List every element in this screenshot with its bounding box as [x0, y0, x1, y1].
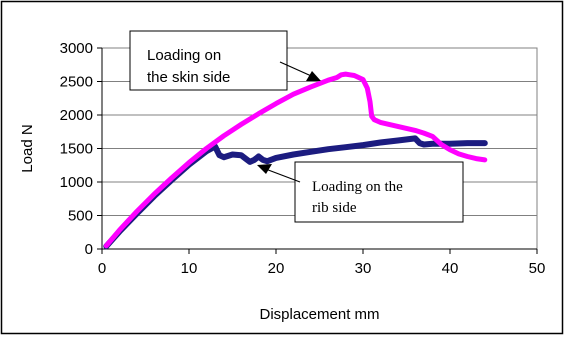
y-tick-label: 3000: [60, 40, 93, 57]
annotation-text-skin-side: the skin side: [147, 69, 230, 86]
y-axis-title: Load N: [19, 124, 36, 172]
x-tick-label: 40: [442, 260, 459, 277]
annotation-text-skin-side: Loading on: [147, 47, 221, 64]
y-tick-label: 1500: [60, 141, 93, 158]
axes: 0 500 1000 1500 2000 2500 3000 0 10 20 30 40 50 Displ…: [19, 40, 545, 323]
y-tick-label: 2000: [60, 107, 93, 124]
y-tick-label: 1000: [60, 174, 93, 191]
annotation-text-rib-side: Loading on the: [312, 179, 403, 195]
y-tick-label: 500: [68, 208, 93, 225]
annotations: Loading on the skin side Loading on the rib…: [129, 30, 464, 223]
annotation-text-rib-side: rib side: [312, 200, 357, 216]
annotation-box-skin-side: [129, 30, 288, 91]
x-tick-label: 0: [98, 260, 106, 277]
arrowhead-skin-side: [306, 71, 321, 81]
x-tick-label: 20: [268, 260, 285, 277]
x-axis-title: Displacement mm: [259, 306, 379, 323]
annotation-arrow-rib-side: [262, 167, 301, 183]
x-tick-label: 10: [181, 260, 198, 277]
y-tick-label: 2500: [60, 74, 93, 91]
x-tick-label: 50: [529, 260, 546, 277]
series-group: [103, 71, 488, 250]
x-tick-label: 30: [355, 260, 372, 277]
series-line-skin-side: [103, 71, 488, 249]
arrowhead-rib-side: [257, 164, 272, 174]
annotation-box-rib-side: [294, 161, 464, 223]
y-tick-label: 0: [85, 241, 93, 258]
